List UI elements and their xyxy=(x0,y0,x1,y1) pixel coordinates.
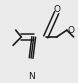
Text: O: O xyxy=(67,26,74,35)
Text: O: O xyxy=(53,5,60,14)
Text: N: N xyxy=(28,72,34,81)
